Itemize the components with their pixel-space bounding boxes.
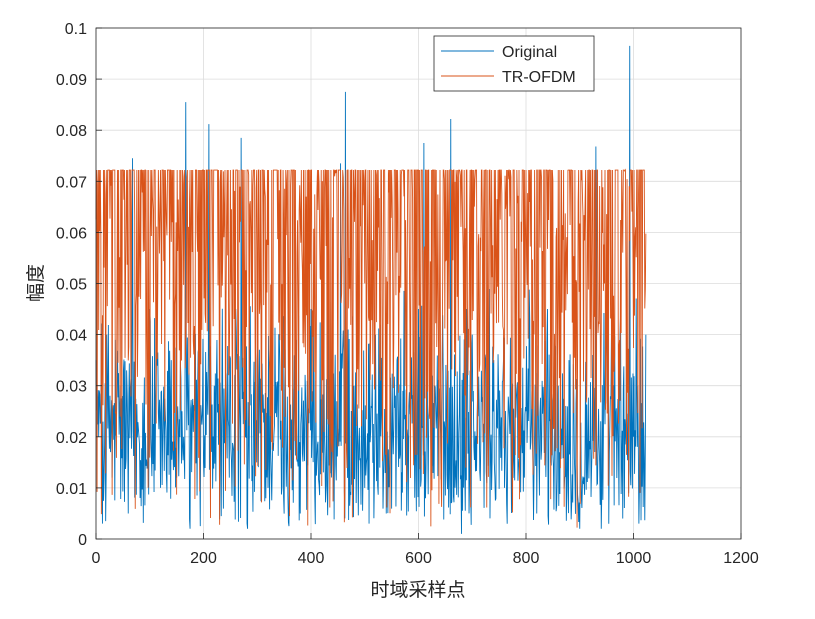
series-original-line [95,45,647,534]
y-axis-label: 幅度 [25,264,47,302]
y-tick-label: 0.07 [56,174,87,191]
x-tick-label: 600 [405,550,432,567]
x-tick-label: 400 [298,550,325,567]
x-tick-label: 800 [513,550,540,567]
y-tick-label: 0.08 [56,123,87,140]
original-line [95,45,647,534]
tr-ofdm-line [95,168,647,528]
y-tick-label: 0.02 [56,430,87,447]
x-axis-ticks: 0 200 400 600 800 1000 1200 [92,533,759,567]
y-tick-label: 0.04 [56,328,87,345]
x-tick-label: 0 [92,550,101,567]
y-axis-ticks: 0 0.01 0.02 0.03 0.04 0.05 0.06 0.07 0.08 0.09 0.1 [56,21,102,549]
y-tick-label: 0.05 [56,277,87,294]
y-tick-label: 0.01 [56,481,87,498]
legend-label-original: Original [502,44,557,61]
series-tr-ofdm-line [95,168,647,528]
y-tick-label: 0.09 [56,72,87,89]
y-tick-label: 0.1 [65,21,87,38]
y-tick-label: 0 [78,532,87,549]
y-tick-label: 0.06 [56,225,87,242]
x-tick-label: 1200 [723,550,759,567]
legend: Original TR-OFDM [433,35,595,92]
x-tick-label: 200 [190,550,217,567]
legend-box [433,35,595,92]
legend-label-tr-ofdm: TR-OFDM [502,69,576,86]
x-axis-label: 时域采样点 [370,579,465,601]
y-tick-label: 0.03 [56,379,87,396]
x-tick-label: 1000 [616,550,652,567]
